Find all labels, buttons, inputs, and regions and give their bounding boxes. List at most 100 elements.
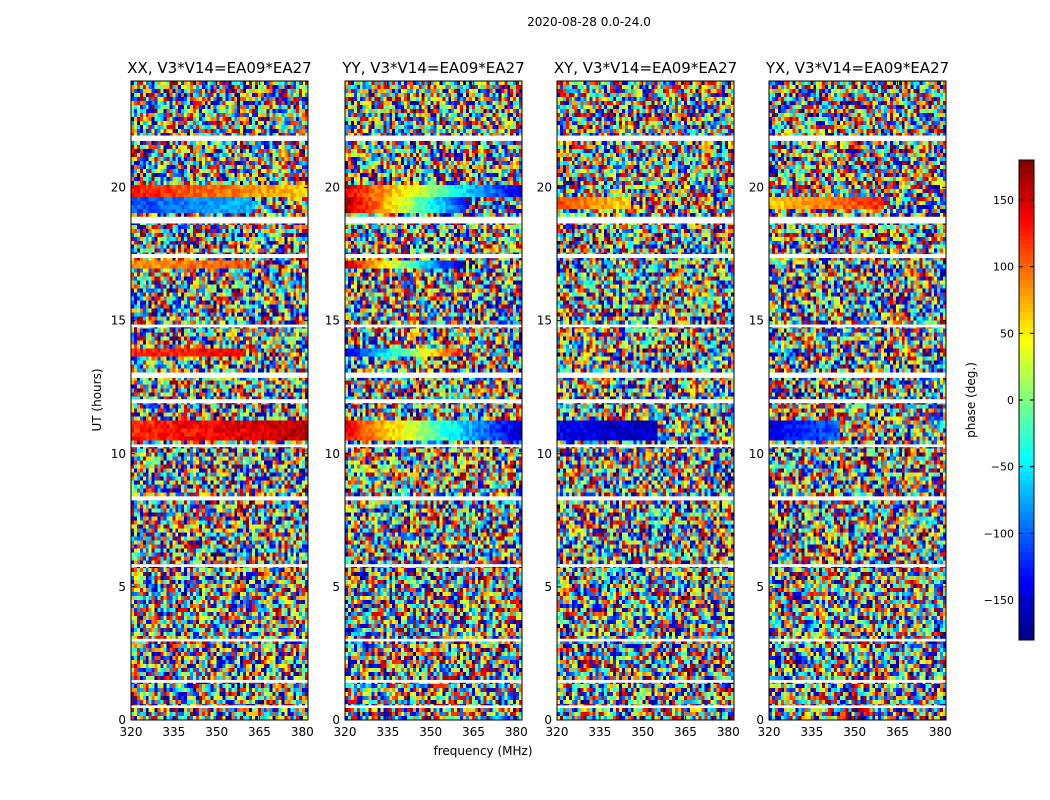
colorbar-segment <box>1019 516 1034 521</box>
flagged-gap <box>131 638 308 642</box>
panel-title: XY, V3*V14=EA09*EA27 <box>554 59 737 77</box>
y-tick-label: 5 <box>118 580 126 594</box>
colorbar-segment <box>1019 236 1034 241</box>
colorbar-segment <box>1019 564 1034 569</box>
colorbar-segment <box>1019 484 1034 489</box>
colorbar-segment <box>1019 520 1034 525</box>
colorbar-segment <box>1019 584 1034 589</box>
y-tick-label: 10 <box>749 447 764 461</box>
flagged-gap <box>557 135 734 141</box>
colorbar-segment <box>1019 216 1034 221</box>
colorbar-segment <box>1019 548 1034 553</box>
colorbar-segment <box>1019 240 1034 245</box>
phase-image <box>131 81 309 721</box>
y-tick-label: 10 <box>325 447 340 461</box>
flagged-gap <box>345 680 522 683</box>
colorbar-segment <box>1019 224 1034 229</box>
colorbar-segment <box>1019 276 1034 281</box>
axes-frame <box>556 80 735 721</box>
flagged-gap <box>769 135 946 141</box>
colorbar-segment <box>1019 496 1034 501</box>
flagged-gap <box>557 496 734 501</box>
colorbar-segment <box>1019 264 1034 269</box>
colorbar-segment <box>1019 200 1034 205</box>
colorbar-segment <box>1019 468 1034 473</box>
y-tick-label: 15 <box>325 314 340 328</box>
colorbar-segment <box>1019 572 1034 577</box>
colorbar-segment <box>1019 476 1034 481</box>
flagged-gap <box>769 444 946 448</box>
y-tick-label: 20 <box>325 181 340 195</box>
flagged-gap <box>769 705 946 709</box>
colorbar-segment <box>1019 604 1034 609</box>
flagged-gap <box>557 680 734 683</box>
x-tick-label: 335 <box>162 725 185 739</box>
colorbar-segment <box>1019 556 1034 561</box>
panel-title: XX, V3*V14=EA09*EA27 <box>127 59 311 77</box>
colorbar-segment <box>1019 308 1034 313</box>
flagged-gap <box>345 254 522 259</box>
flagged-gap <box>345 324 522 328</box>
x-tick-label: 380 <box>929 725 952 739</box>
colorbar-segment <box>1019 452 1034 457</box>
colorbar-segment <box>1019 420 1034 425</box>
colorbar-segment <box>1019 324 1034 329</box>
flagged-gap <box>769 496 946 501</box>
flagged-gap <box>131 399 308 404</box>
colorbar-segment <box>1019 232 1034 237</box>
colorbar-segment <box>1019 344 1034 349</box>
colorbar-segment <box>1019 356 1034 361</box>
flagged-gap <box>131 216 308 224</box>
panel-xy: XY, V3*V14=EA09*EA27 320 335 350 365 380 0 5 10 1… <box>537 59 740 739</box>
y-tick-label: 0 <box>118 713 126 727</box>
flagged-gap <box>131 372 308 378</box>
flagged-gap <box>345 444 522 448</box>
colorbar-segment <box>1019 340 1034 345</box>
flagged-gap <box>557 564 734 567</box>
colorbar-segment <box>1019 456 1034 461</box>
colorbar-tick-label: −50 <box>991 461 1014 474</box>
colorbar-segment <box>1019 580 1034 585</box>
y-tick-label: 5 <box>544 580 552 594</box>
colorbar-segment <box>1019 568 1034 573</box>
y-tick-label: 0 <box>756 713 764 727</box>
flagged-gap <box>345 372 522 378</box>
colorbar-segment <box>1019 316 1034 321</box>
colorbar-segment <box>1019 280 1034 285</box>
colorbar-segment <box>1019 392 1034 397</box>
x-tick-label: 350 <box>843 725 866 739</box>
colorbar-segment <box>1019 328 1034 333</box>
colorbar-segment <box>1019 448 1034 453</box>
x-tick-label: 365 <box>462 725 485 739</box>
colorbar-segment <box>1019 444 1034 449</box>
colorbar-segment <box>1019 588 1034 593</box>
colorbar-segment <box>1019 376 1034 381</box>
colorbar-segment <box>1019 396 1034 401</box>
y-axis-label: UT (hours) <box>90 368 104 431</box>
x-tick-label: 320 <box>334 725 357 739</box>
flagged-gap <box>131 135 308 141</box>
colorbar-segment <box>1019 540 1034 545</box>
y-tick-label: 5 <box>756 580 764 594</box>
x-axis-label: frequency (MHz) <box>433 744 532 758</box>
colorbar-tick-label: −100 <box>984 527 1014 540</box>
flagged-gap <box>345 564 522 567</box>
flagged-gap <box>769 254 946 259</box>
colorbar-segment <box>1019 464 1034 469</box>
colorbar-segment <box>1019 400 1034 405</box>
colorbar-segment <box>1019 428 1034 433</box>
x-tick-label: 380 <box>291 725 314 739</box>
colorbar-segment <box>1019 160 1034 165</box>
colorbar-segment <box>1019 380 1034 385</box>
colorbar-segment <box>1019 636 1034 641</box>
colorbar-segment <box>1019 412 1034 417</box>
panel-xx: XX, V3*V14=EA09*EA27 320 335 350 365 380 0 5 10 1… <box>111 59 314 739</box>
colorbar-segment <box>1019 424 1034 429</box>
colorbar-segment <box>1019 384 1034 389</box>
colorbar-segment <box>1019 492 1034 497</box>
colorbar-segment <box>1019 228 1034 233</box>
colorbar-segment <box>1019 364 1034 369</box>
y-tick-label: 15 <box>537 314 552 328</box>
colorbar-segment <box>1019 248 1034 253</box>
axes-frame <box>768 80 947 721</box>
